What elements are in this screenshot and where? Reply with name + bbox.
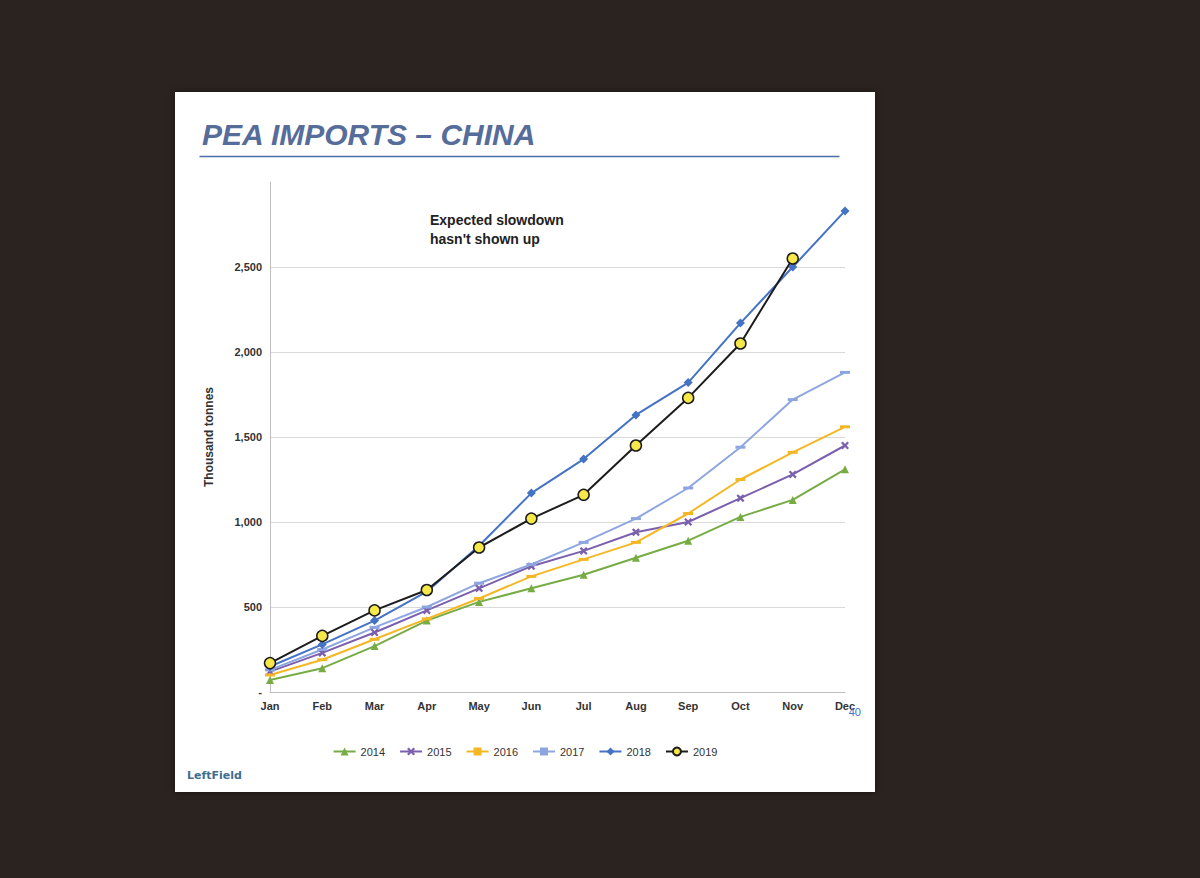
- svg-text:hasn't shown up: hasn't shown up: [430, 231, 540, 247]
- svg-text:2015: 2015: [427, 746, 451, 758]
- svg-text:500: 500: [244, 601, 262, 613]
- svg-text:PEA IMPORTS – CHINA: PEA IMPORTS – CHINA: [202, 118, 535, 151]
- svg-text:2017: 2017: [560, 746, 584, 758]
- svg-text:Nov: Nov: [782, 700, 804, 712]
- svg-text:1,500: 1,500: [234, 431, 262, 443]
- svg-text:Aug: Aug: [625, 700, 646, 712]
- svg-text:2016: 2016: [494, 746, 518, 758]
- svg-text:Expected slowdown: Expected slowdown: [430, 212, 564, 228]
- svg-text:Feb: Feb: [312, 700, 332, 712]
- svg-text:2,500: 2,500: [234, 261, 262, 273]
- svg-text:2019: 2019: [693, 746, 717, 758]
- svg-text:1,000: 1,000: [234, 516, 262, 528]
- svg-text:-: -: [258, 686, 262, 698]
- svg-text:Oct: Oct: [731, 700, 750, 712]
- svg-text:May: May: [468, 700, 490, 712]
- svg-text:2014: 2014: [361, 746, 385, 758]
- svg-text:Jan: Jan: [261, 700, 280, 712]
- svg-text:2018: 2018: [626, 746, 650, 758]
- svg-text:Mar: Mar: [365, 700, 385, 712]
- svg-text:2,000: 2,000: [234, 346, 262, 358]
- svg-text:Apr: Apr: [417, 700, 437, 712]
- svg-text:Jun: Jun: [522, 700, 542, 712]
- svg-text:Jul: Jul: [576, 700, 592, 712]
- svg-text:Sep: Sep: [678, 700, 698, 712]
- svg-text:Thousand tonnes: Thousand tonnes: [202, 387, 216, 487]
